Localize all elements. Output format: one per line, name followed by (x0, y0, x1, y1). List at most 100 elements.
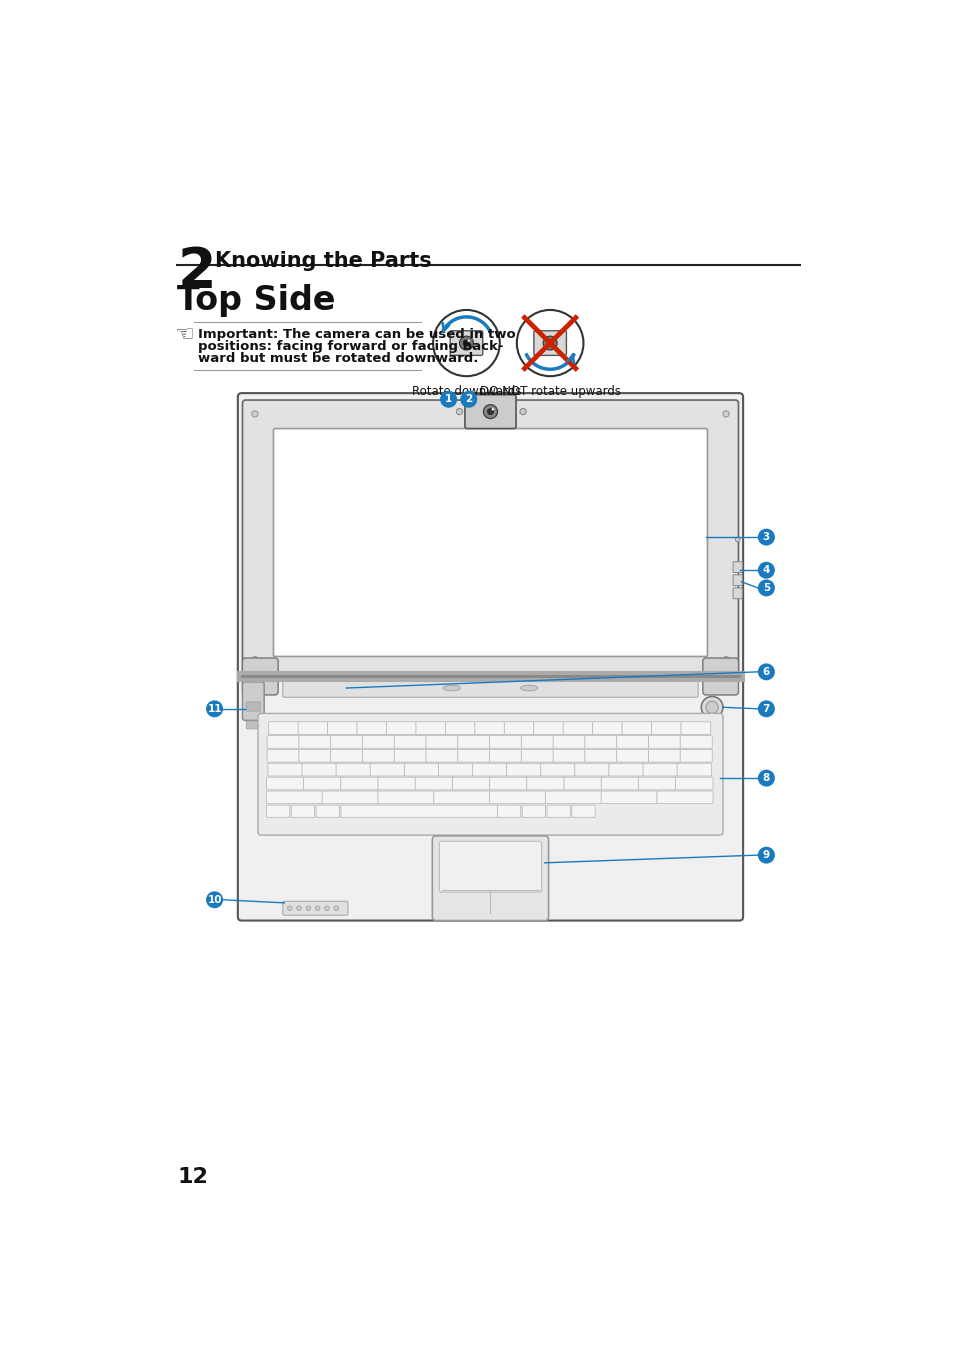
FancyBboxPatch shape (327, 721, 357, 735)
Text: Knowing the Parts: Knowing the Parts (214, 251, 431, 272)
FancyBboxPatch shape (331, 750, 362, 762)
Text: Top Side: Top Side (177, 284, 335, 316)
FancyBboxPatch shape (648, 735, 679, 748)
FancyBboxPatch shape (677, 763, 711, 775)
FancyBboxPatch shape (679, 750, 712, 762)
FancyBboxPatch shape (575, 763, 609, 775)
Circle shape (735, 538, 740, 542)
Circle shape (439, 390, 456, 408)
Circle shape (491, 408, 494, 411)
FancyBboxPatch shape (291, 805, 314, 817)
Circle shape (463, 340, 469, 346)
Circle shape (315, 907, 319, 911)
FancyBboxPatch shape (237, 393, 742, 920)
Text: 1: 1 (444, 394, 452, 404)
FancyBboxPatch shape (415, 777, 452, 790)
Text: 2: 2 (465, 394, 472, 404)
FancyBboxPatch shape (335, 763, 370, 775)
Text: ward but must be rotated downward.: ward but must be rotated downward. (197, 353, 477, 365)
FancyBboxPatch shape (394, 750, 426, 762)
FancyBboxPatch shape (592, 721, 621, 735)
FancyBboxPatch shape (452, 777, 489, 790)
FancyBboxPatch shape (377, 777, 415, 790)
Circle shape (757, 580, 774, 596)
FancyBboxPatch shape (616, 735, 648, 748)
FancyBboxPatch shape (638, 777, 675, 790)
FancyBboxPatch shape (282, 678, 698, 697)
FancyBboxPatch shape (266, 777, 304, 790)
FancyBboxPatch shape (732, 588, 741, 598)
FancyBboxPatch shape (642, 763, 677, 775)
FancyBboxPatch shape (340, 805, 497, 817)
FancyBboxPatch shape (267, 735, 299, 748)
Text: 12: 12 (177, 1167, 208, 1188)
FancyBboxPatch shape (534, 331, 566, 355)
FancyBboxPatch shape (520, 735, 553, 748)
Circle shape (757, 528, 774, 546)
Text: Important: The camera can be used in two: Important: The camera can be used in two (197, 328, 515, 340)
FancyBboxPatch shape (489, 777, 526, 790)
Text: 5: 5 (762, 582, 769, 593)
Circle shape (757, 700, 774, 717)
FancyBboxPatch shape (608, 763, 642, 775)
Circle shape (459, 390, 476, 408)
FancyBboxPatch shape (520, 750, 553, 762)
FancyBboxPatch shape (679, 735, 712, 748)
FancyBboxPatch shape (426, 735, 457, 748)
FancyBboxPatch shape (267, 750, 299, 762)
FancyBboxPatch shape (472, 763, 506, 775)
FancyBboxPatch shape (242, 682, 264, 720)
Circle shape (483, 405, 497, 419)
FancyBboxPatch shape (257, 713, 722, 835)
Text: 3: 3 (762, 532, 769, 542)
FancyBboxPatch shape (553, 750, 584, 762)
Text: positions: facing forward or facing back-: positions: facing forward or facing back… (197, 340, 502, 353)
FancyBboxPatch shape (340, 777, 377, 790)
FancyBboxPatch shape (297, 721, 328, 735)
FancyBboxPatch shape (657, 792, 712, 804)
Circle shape (334, 907, 338, 911)
FancyBboxPatch shape (303, 777, 341, 790)
Ellipse shape (520, 685, 537, 690)
FancyBboxPatch shape (282, 901, 348, 915)
FancyBboxPatch shape (732, 574, 741, 585)
Circle shape (296, 907, 301, 911)
FancyBboxPatch shape (356, 721, 386, 735)
FancyBboxPatch shape (489, 735, 521, 748)
Text: ☜: ☜ (173, 326, 193, 346)
FancyBboxPatch shape (268, 763, 302, 775)
FancyBboxPatch shape (600, 777, 638, 790)
Circle shape (757, 663, 774, 681)
FancyBboxPatch shape (600, 792, 657, 804)
Circle shape (546, 340, 553, 346)
FancyBboxPatch shape (377, 792, 434, 804)
Circle shape (252, 411, 257, 417)
Circle shape (519, 408, 525, 415)
Circle shape (206, 892, 223, 908)
Ellipse shape (443, 685, 459, 690)
FancyBboxPatch shape (322, 792, 377, 804)
Text: 8: 8 (762, 773, 769, 784)
FancyBboxPatch shape (386, 721, 416, 735)
Circle shape (456, 408, 462, 415)
FancyBboxPatch shape (246, 703, 260, 711)
Circle shape (324, 907, 329, 911)
FancyBboxPatch shape (416, 721, 445, 735)
Circle shape (487, 408, 493, 415)
FancyBboxPatch shape (298, 735, 331, 748)
FancyBboxPatch shape (584, 735, 617, 748)
FancyBboxPatch shape (445, 721, 475, 735)
Circle shape (722, 657, 728, 662)
Text: 11: 11 (207, 704, 222, 713)
FancyBboxPatch shape (266, 792, 322, 804)
FancyBboxPatch shape (489, 792, 545, 804)
FancyBboxPatch shape (464, 394, 516, 428)
FancyBboxPatch shape (362, 750, 395, 762)
FancyBboxPatch shape (246, 721, 260, 728)
FancyBboxPatch shape (315, 805, 339, 817)
Circle shape (700, 697, 722, 719)
FancyBboxPatch shape (274, 428, 707, 657)
FancyBboxPatch shape (370, 763, 404, 775)
FancyBboxPatch shape (563, 777, 600, 790)
FancyBboxPatch shape (394, 735, 426, 748)
